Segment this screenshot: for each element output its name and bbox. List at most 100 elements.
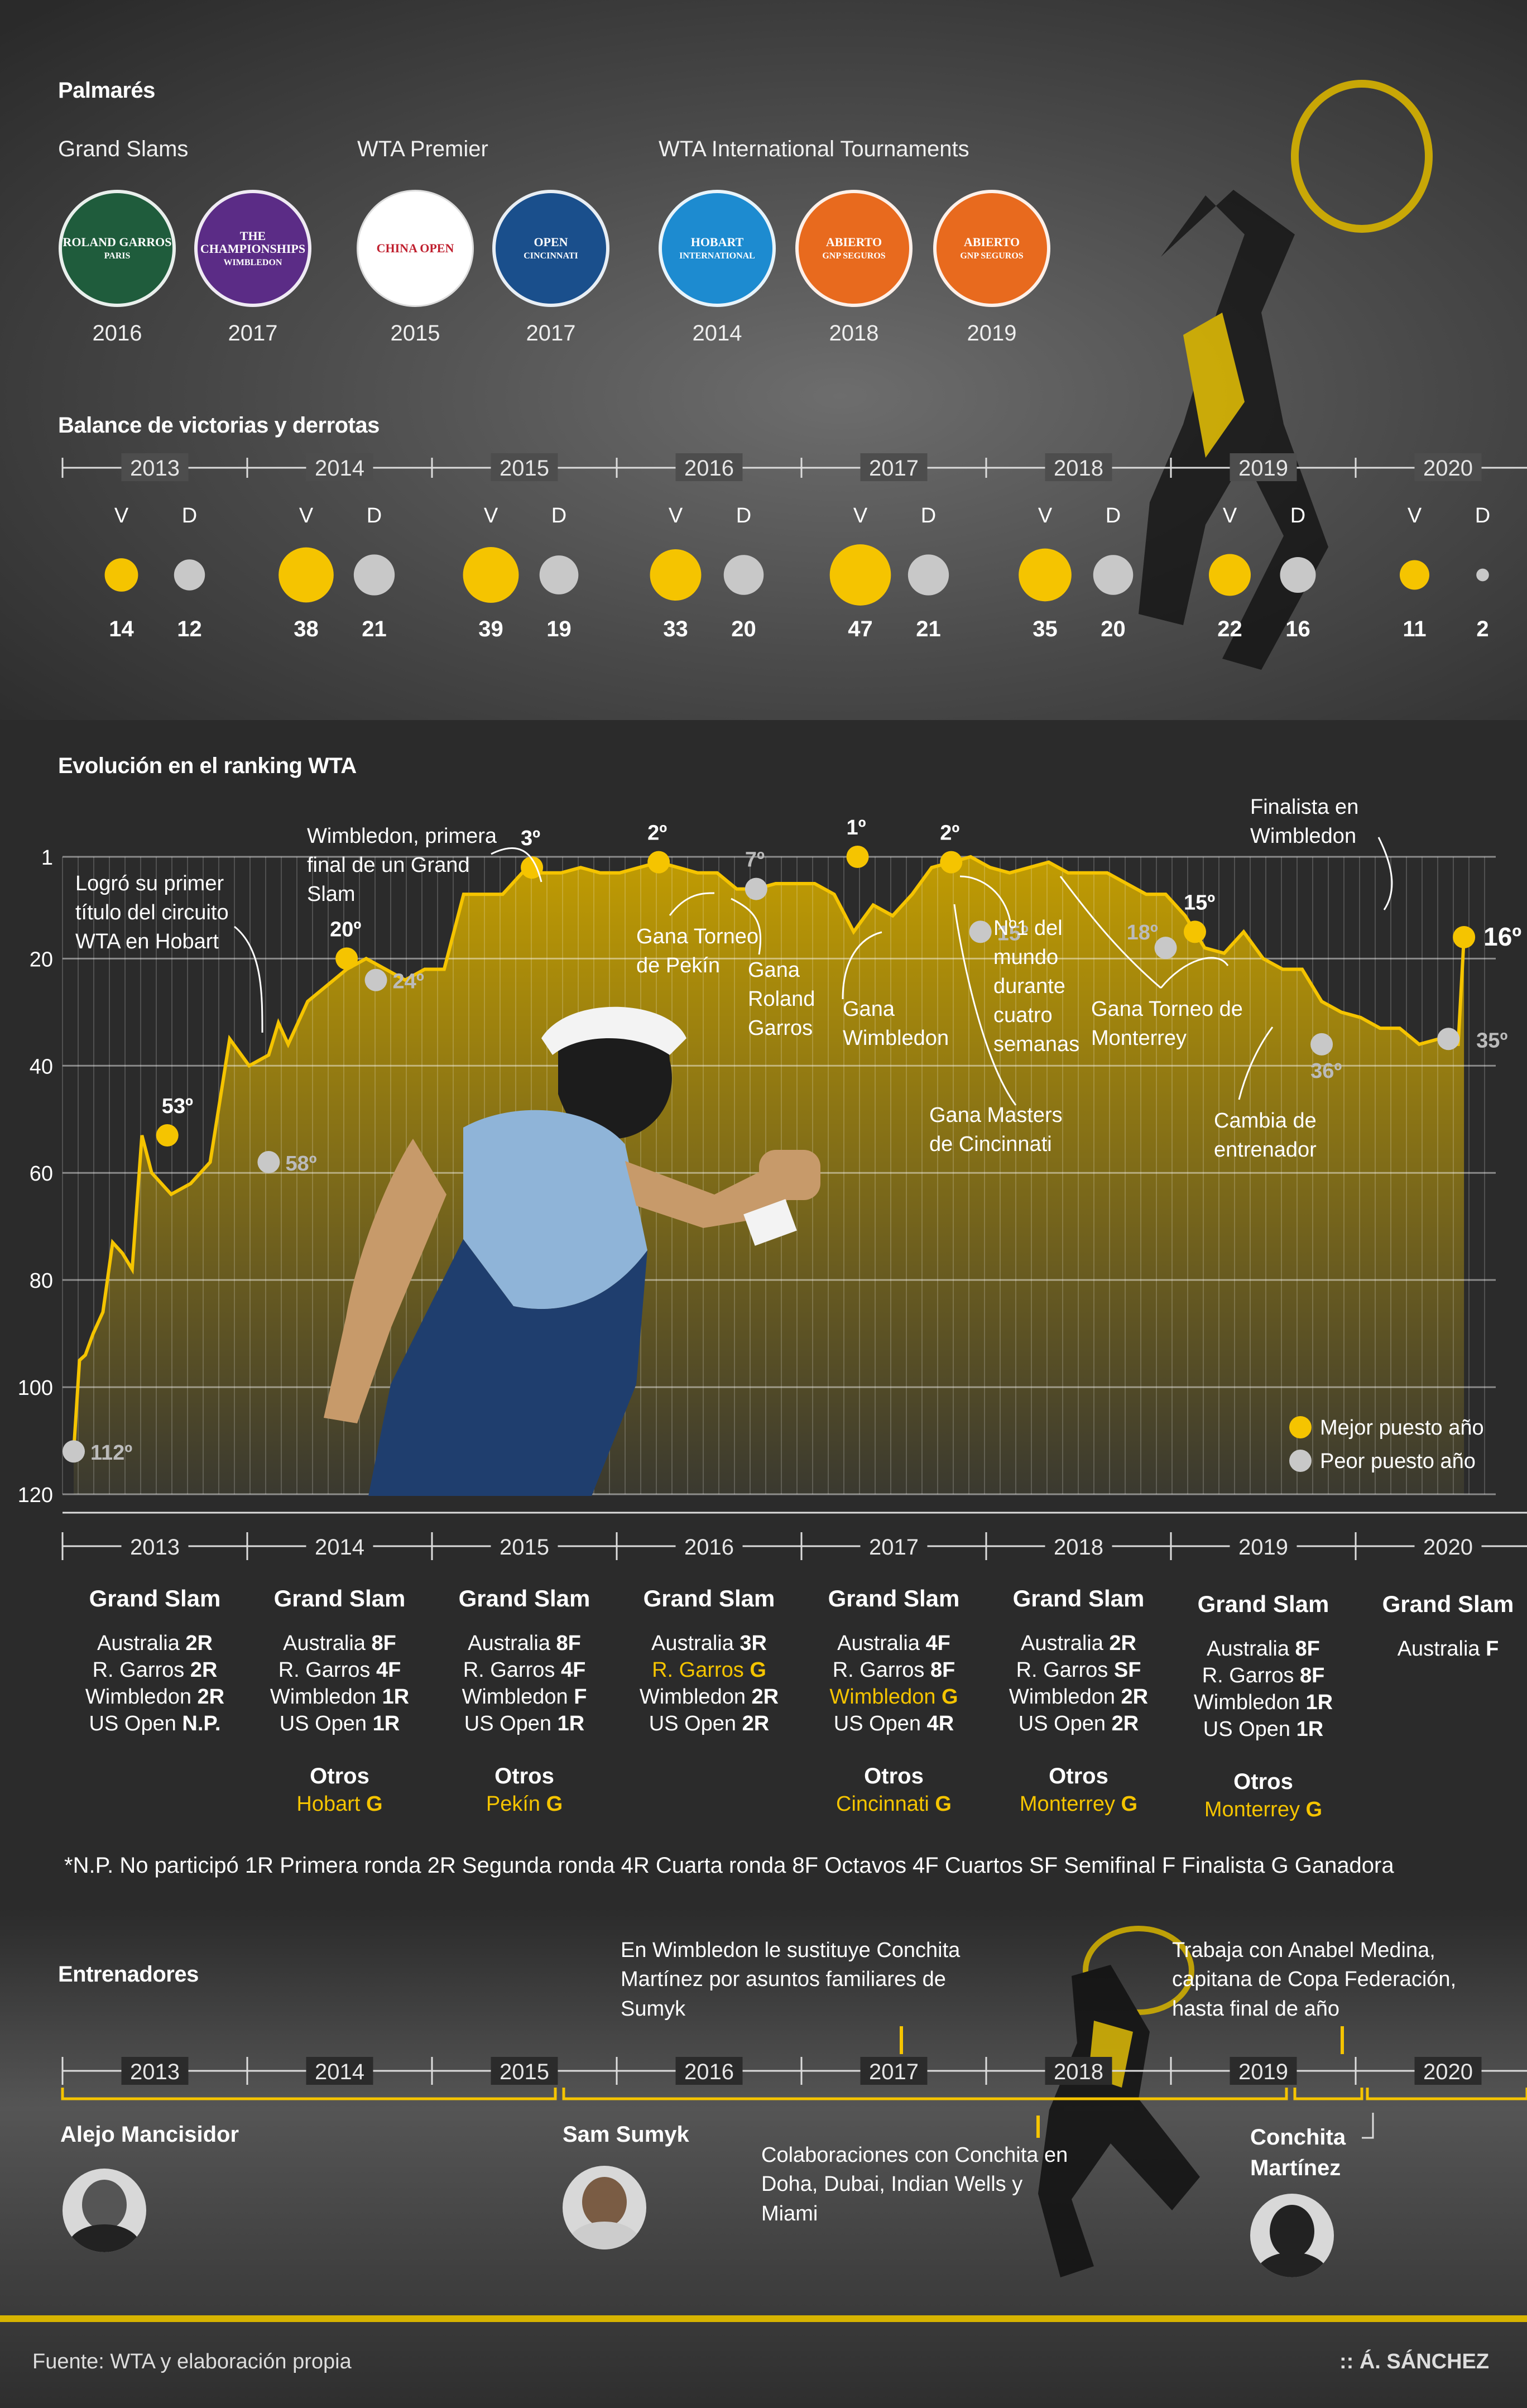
wins-bubble <box>104 558 138 592</box>
wins-count: 35 <box>1033 617 1058 641</box>
wins-count: 33 <box>663 617 688 641</box>
grand-slam-result: R. Garros 8F <box>832 1658 955 1682</box>
axis-year-bg <box>860 1532 928 1560</box>
logo-year: 2015 <box>390 321 440 346</box>
grand-slam-result: Wimbledon 1R <box>270 1685 410 1709</box>
china-open-logo: CHINA OPEN <box>357 190 474 307</box>
roland-garros-logo-subtext: PARIS <box>104 251 131 261</box>
best-rank-marker <box>1453 925 1476 948</box>
losses-bubble <box>1280 557 1316 593</box>
wins-bubble <box>463 547 519 603</box>
legend-worst-label: Peor puesto año <box>1320 1450 1476 1473</box>
rank-point-label: 20º <box>330 918 361 941</box>
losses-bubble <box>723 555 764 595</box>
grand-slam-result: R. Garros G <box>652 1658 766 1682</box>
logo-year: 2019 <box>967 321 1017 346</box>
annotation-arrow <box>953 904 1017 1106</box>
balance-year-bg <box>306 453 373 481</box>
grand-slam-header: Grand Slam <box>1012 1585 1145 1611</box>
axis-year-bg <box>306 1532 373 1560</box>
coach-year-bg <box>121 2057 189 2085</box>
grand-slam-result: R. Garros 2R <box>92 1658 218 1682</box>
cincinnati-logo-text: OPEN <box>534 235 568 250</box>
wins-count: 47 <box>848 617 873 641</box>
annotation-entrenador: Cambia de entrenador <box>1214 1109 1317 1162</box>
grand-slam-result: US Open 1R <box>279 1712 400 1735</box>
y-tick-label: 120 <box>18 1484 53 1507</box>
avatar-conchita <box>1250 2194 1334 2277</box>
otros-result: Monterrey G <box>1204 1798 1323 1821</box>
otros-result: Monterrey G <box>1019 1792 1138 1816</box>
rank-point-label: 53º <box>162 1095 193 1118</box>
coach-span-sumyk <box>562 2088 1288 2100</box>
balance-year-label: 2014 <box>315 456 364 481</box>
coach-span-alejo <box>61 2088 557 2100</box>
annotation-arrow <box>842 931 882 1000</box>
annotation-gana_wimbledon: Gana Wimbledon <box>843 997 949 1050</box>
d-label: D <box>921 504 936 527</box>
court-line <box>0 2315 1527 2322</box>
worst-rank-marker <box>1437 1028 1460 1050</box>
grand-slam-header: Grand Slam <box>643 1585 775 1611</box>
coach-year-bg <box>860 2057 928 2085</box>
axis-year-bg <box>1230 1532 1297 1560</box>
logo-year: 2016 <box>92 321 142 346</box>
grand-slam-header: Grand Slam <box>1197 1591 1329 1617</box>
v-label: V <box>484 504 498 527</box>
axis-year-label: 2019 <box>1238 1535 1288 1560</box>
grand-slam-result: Wimbledon 2R <box>1009 1685 1149 1709</box>
y-tick-label: 80 <box>30 1269 53 1293</box>
ranking-title: Evolución en el ranking WTA <box>58 754 357 778</box>
worst-rank-marker <box>63 1440 85 1463</box>
rank-point-label: 15º <box>997 922 1029 945</box>
grand-slam-result: R. Garros SF <box>1016 1658 1141 1682</box>
rank-point-label: 2º <box>647 822 667 845</box>
losses-bubble <box>174 559 205 591</box>
d-label: D <box>367 504 382 527</box>
legend-worst-icon <box>1289 1450 1312 1472</box>
hobart-logo-subtext: INTERNATIONAL <box>679 251 755 261</box>
annotation-pekin: Gana Torneo de Pekín <box>636 925 758 977</box>
balance-year-label: 2019 <box>1238 456 1288 481</box>
annotation-arrow <box>1059 876 1161 989</box>
otros-result: Cincinnati G <box>836 1792 952 1816</box>
grand-slam-result: Australia 8F <box>468 1632 581 1655</box>
wins-count: 11 <box>1403 617 1426 641</box>
coach-year-bg <box>306 2057 373 2085</box>
rank-point-label: 7º <box>745 848 765 872</box>
wimbledon-logo-subtext: WIMBLEDON <box>223 257 282 267</box>
balance-year-label: 2015 <box>500 456 549 481</box>
d-label: D <box>1106 504 1121 527</box>
balance-year-bg <box>491 453 558 481</box>
rank-point-label: 3º <box>521 827 540 850</box>
otros-header: Otros <box>1233 1769 1293 1794</box>
annotation-arrow <box>234 925 263 1033</box>
balance-year-bg <box>121 453 189 481</box>
wins-count: 14 <box>109 617 134 641</box>
worst-rank-marker <box>969 920 992 943</box>
grand-slam-result: Australia 2R <box>1021 1632 1136 1655</box>
grand-slam-result: R. Garros 4F <box>278 1658 401 1682</box>
losses-count: 20 <box>1101 617 1126 641</box>
grand-slam-result: Wimbledon 2R <box>85 1685 225 1709</box>
grand-slam-result: US Open 1R <box>1203 1718 1324 1741</box>
coach-name-conchita: Conchita Martínez <box>1250 2125 1346 2181</box>
annotation-roland: Gana Roland Garros <box>748 958 815 1040</box>
category-wta-premier: WTA Premier <box>357 137 488 161</box>
grand-slam-header: Grand Slam <box>273 1585 406 1611</box>
footer-author: :: Á. SÁNCHEZ <box>1339 2350 1490 2373</box>
grand-slam-result: Wimbledon G <box>829 1685 958 1709</box>
grand-slam-result: R. Garros 4F <box>463 1658 586 1682</box>
coach-year-label: 2013 <box>130 2060 180 2084</box>
abierto-gnp-logo-2019-text: ABIERTO <box>963 235 1020 250</box>
y-tick-label: 40 <box>30 1055 53 1078</box>
grand-slam-result: Wimbledon 2R <box>639 1685 779 1709</box>
marker-conchita <box>1362 2113 1374 2139</box>
coach-year-label: 2015 <box>500 2060 549 2084</box>
worst-rank-marker <box>745 877 767 900</box>
d-label: D <box>736 504 751 527</box>
rank-point-label: 15º <box>1184 891 1215 914</box>
grand-slam-result: Wimbledon F <box>462 1685 587 1709</box>
axis-year-label: 2013 <box>130 1535 180 1560</box>
palmares-title: Palmarés <box>58 78 155 103</box>
